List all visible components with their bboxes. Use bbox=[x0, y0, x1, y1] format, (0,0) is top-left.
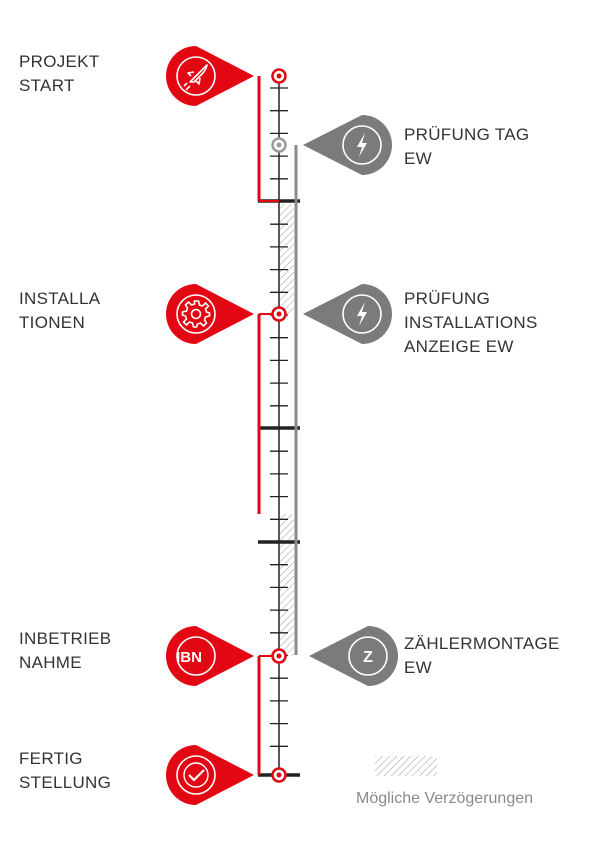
label-zaehlermontage-ew: ZÄHLERMONTAGE EW bbox=[404, 634, 560, 677]
pin-zaehlermontage-ew: Z bbox=[309, 626, 398, 686]
ibn-badge-text: IBN bbox=[176, 649, 202, 666]
milestone-node bbox=[271, 306, 287, 322]
label-pruefung-tag-ew: PRÜFUNG TAG EW bbox=[404, 125, 530, 168]
lightning-icon bbox=[357, 133, 367, 157]
pin-pruefung-tag-ew bbox=[303, 115, 392, 175]
lightning-icon bbox=[357, 302, 367, 326]
checkmark-icon bbox=[188, 769, 205, 782]
milestone-node bbox=[271, 767, 287, 783]
legend-swatch bbox=[375, 756, 437, 776]
rocket-icon bbox=[183, 64, 208, 91]
milestone-node bbox=[271, 68, 287, 84]
gear-icon bbox=[181, 300, 211, 328]
milestone-node bbox=[271, 648, 287, 664]
delay-zone-1 bbox=[280, 204, 294, 314]
red-phase-bars bbox=[257, 76, 279, 775]
pin-fertigstellung bbox=[166, 745, 254, 805]
pin-installationen bbox=[166, 284, 254, 344]
delay-zone-2 bbox=[280, 514, 294, 656]
legend-label: Mögliche Verzögerungen bbox=[356, 790, 534, 807]
pin-pruefung-installationsanzeige-ew bbox=[303, 284, 392, 344]
label-pruefung-installationsanzeige-ew: PRÜFUNG INSTALLATIONS ANZEIGE EW bbox=[404, 289, 538, 356]
label-projekt-start: PROJEKT START bbox=[19, 52, 100, 95]
pin-projekt-start bbox=[166, 46, 254, 106]
z-badge-text: Z bbox=[363, 649, 373, 666]
label-fertigstellung: FERTIG STELLUNG bbox=[19, 749, 112, 792]
label-installationen: INSTALLA TIONEN bbox=[19, 289, 101, 332]
pin-inbetriebnahme: IBN bbox=[166, 626, 254, 686]
milestone-node bbox=[271, 137, 287, 153]
label-inbetriebnahme: INBETRIEB NAHME bbox=[19, 629, 112, 672]
